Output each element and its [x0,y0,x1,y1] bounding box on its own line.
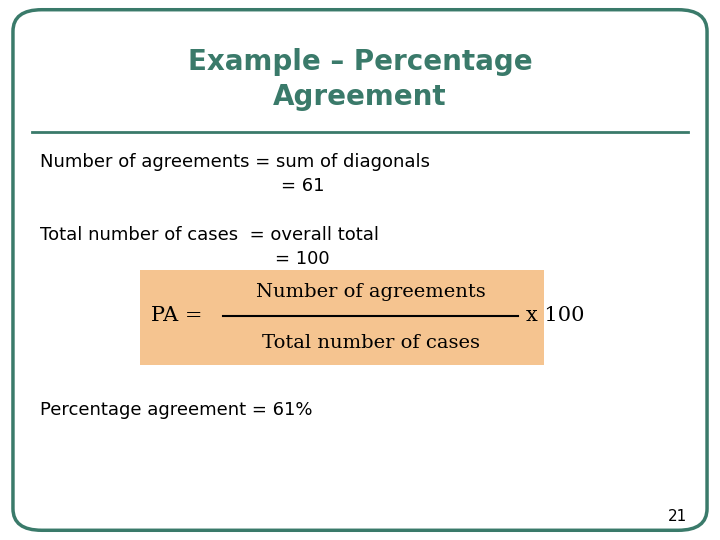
Text: Percentage agreement = 61%: Percentage agreement = 61% [40,401,312,420]
Text: = 61: = 61 [281,177,324,195]
Text: = 100: = 100 [275,250,330,268]
Text: Agreement: Agreement [273,83,447,111]
Text: Total number of cases: Total number of cases [262,334,480,352]
Text: 21: 21 [668,509,688,524]
Text: x 100: x 100 [526,306,584,326]
Text: PA =: PA = [151,306,203,326]
Text: Example – Percentage: Example – Percentage [188,48,532,76]
Text: Number of agreements = sum of diagonals: Number of agreements = sum of diagonals [40,153,430,171]
Text: Number of agreements: Number of agreements [256,282,486,301]
Text: Total number of cases  = overall total: Total number of cases = overall total [40,226,379,244]
